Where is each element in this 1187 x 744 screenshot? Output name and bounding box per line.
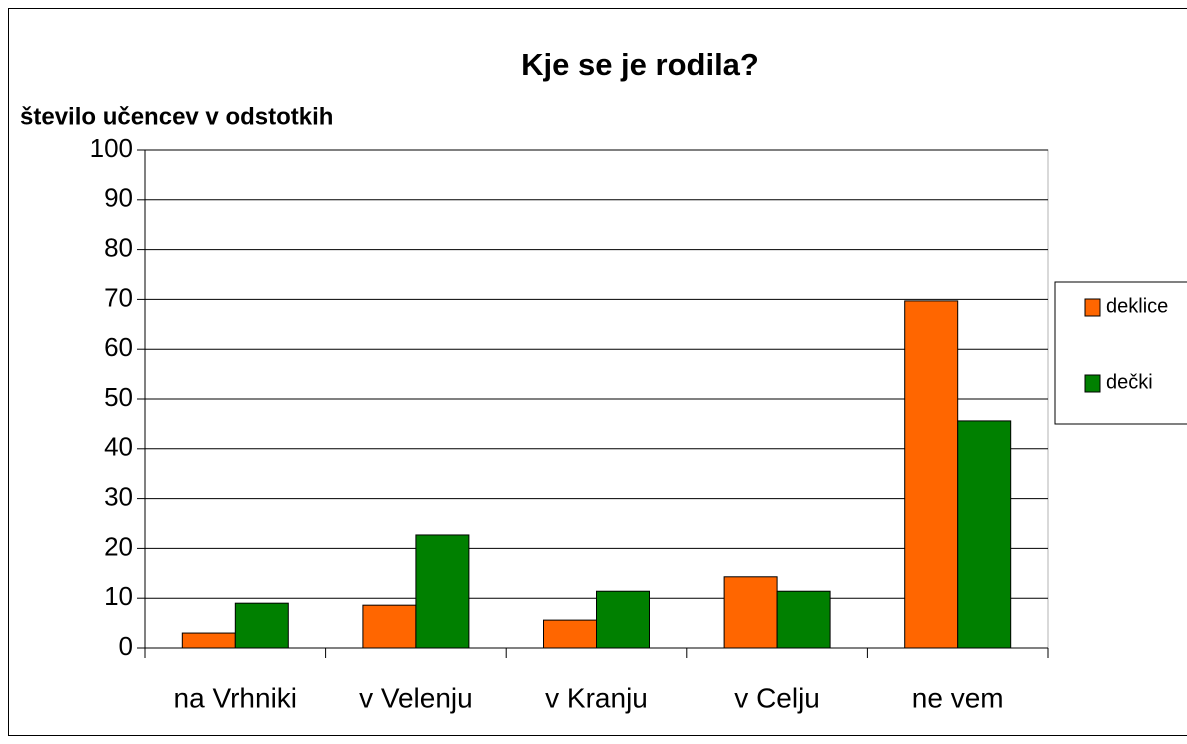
bar <box>596 590 650 649</box>
bar <box>957 420 1012 649</box>
bar <box>362 604 417 649</box>
x-tick-label: v Celju <box>734 682 820 713</box>
y-tick-label: 90 <box>104 183 133 213</box>
y-tick-label: 100 <box>90 133 133 163</box>
chart-title: Kje se je rodila? <box>521 47 759 82</box>
y-tick-label: 50 <box>104 382 133 412</box>
legend-box <box>1054 281 1187 425</box>
bar <box>776 590 831 649</box>
y-tick-label: 40 <box>104 432 133 462</box>
legend-label: dečki <box>1106 371 1153 393</box>
x-tick-label: na Vrhniki <box>174 682 297 713</box>
legend-swatch <box>1084 374 1101 393</box>
y-tick-label: 10 <box>104 581 133 611</box>
y-tick-label: 20 <box>104 531 133 561</box>
y-axis-label: število učencev v odstotkih <box>20 103 333 130</box>
y-tick-label: 0 <box>119 631 133 661</box>
y-tick-label: 70 <box>104 282 133 312</box>
bar <box>181 632 236 649</box>
bar <box>415 534 470 649</box>
y-tick-label: 60 <box>104 332 133 362</box>
bar <box>543 619 597 649</box>
y-tick-label: 30 <box>104 481 133 511</box>
bar <box>234 602 289 649</box>
x-tick-label: v Velenju <box>359 682 473 713</box>
legend-label: deklice <box>1106 295 1168 317</box>
bar <box>904 300 959 649</box>
x-tick-label: v Kranju <box>545 682 648 713</box>
bar <box>723 576 778 649</box>
y-tick-label: 80 <box>104 232 133 262</box>
legend-swatch <box>1084 298 1101 317</box>
x-tick-label: ne vem <box>912 682 1004 713</box>
